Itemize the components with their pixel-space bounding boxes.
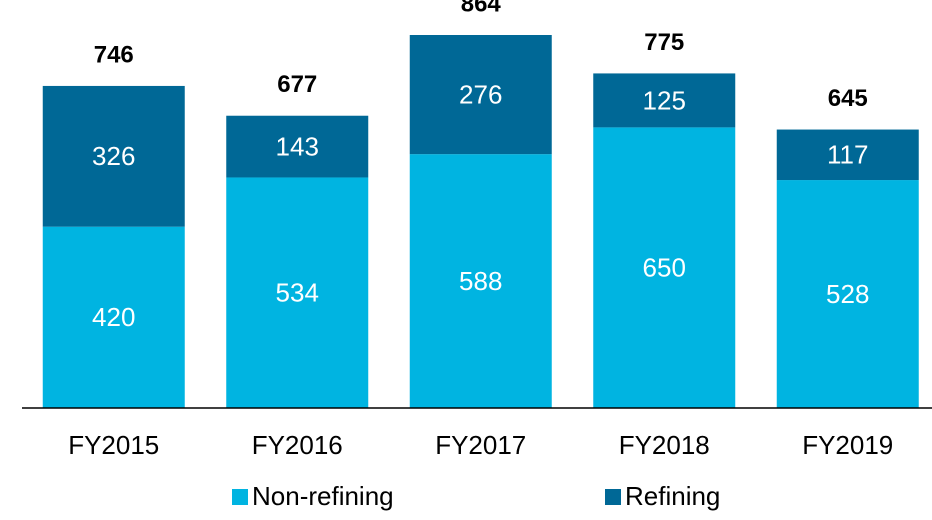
bar-segment (776, 180, 919, 408)
bar-segment (593, 127, 736, 409)
data-label: 326 (92, 141, 135, 171)
bar-segment (226, 177, 369, 408)
legend-label: Refining (625, 481, 720, 511)
bar-segment (409, 154, 552, 408)
bar-segment (593, 73, 736, 128)
bar-segment (409, 35, 552, 155)
data-label: 420 (92, 302, 135, 332)
total-label: 645 (828, 85, 868, 112)
data-label: 276 (459, 79, 502, 109)
legend-label: Non-refining (252, 481, 394, 511)
legend-swatch (232, 489, 248, 505)
data-label: 117 (827, 140, 868, 170)
total-label: 746 (94, 41, 134, 68)
x-tick-label: FY2019 (802, 430, 893, 460)
bar-segment (226, 115, 369, 178)
data-label: 588 (459, 266, 502, 296)
bar-segment (42, 226, 185, 408)
data-label: 125 (643, 85, 686, 115)
x-tick-label: FY2015 (68, 430, 159, 460)
x-tick-label: FY2016 (252, 430, 343, 460)
data-label: 650 (643, 253, 686, 283)
total-label: 864 (461, 0, 502, 17)
x-tick-label: FY2017 (435, 430, 526, 460)
total-label: 677 (277, 71, 317, 98)
x-tick-label: FY2018 (619, 430, 710, 460)
total-label: 775 (644, 29, 684, 56)
bar-segment (42, 85, 185, 227)
legend-swatch (605, 489, 621, 505)
data-label: 143 (276, 131, 319, 161)
data-label: 528 (826, 279, 869, 309)
bar-segment (776, 129, 919, 181)
data-label: 534 (276, 278, 319, 308)
